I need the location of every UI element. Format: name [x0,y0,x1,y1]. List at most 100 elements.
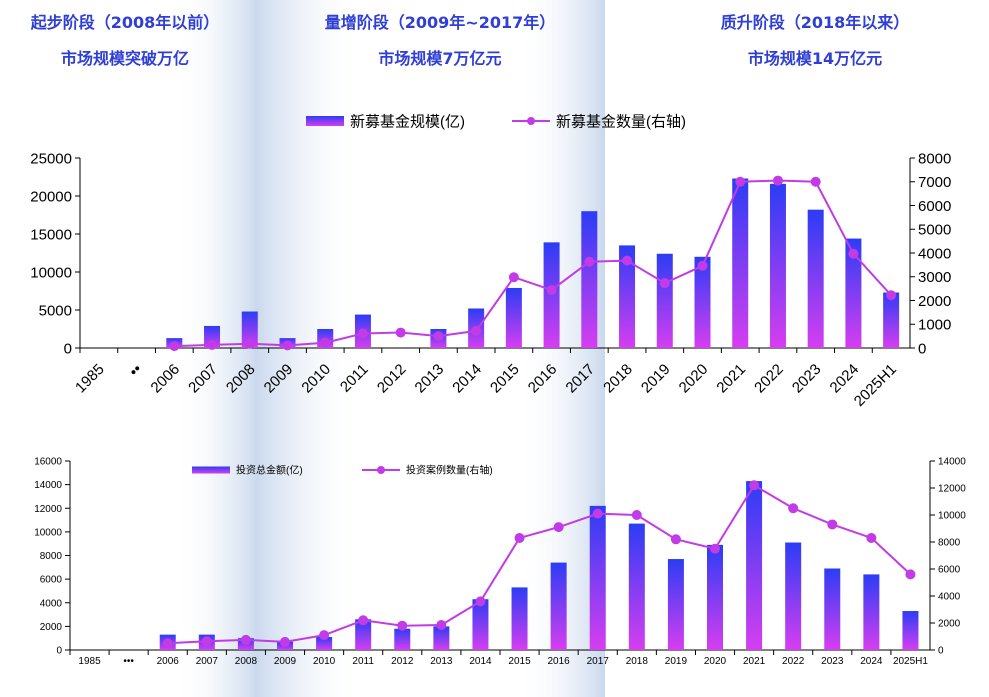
y-tick-label: 15000 [30,226,72,243]
line-point [905,569,916,580]
y2-tick-label: 8000 [938,538,961,549]
x-tick-label: 2020 [676,361,712,397]
bar [902,611,919,650]
y2-tick-label: 0 [938,646,944,657]
bar [824,568,841,650]
bar [707,544,723,650]
line-point [592,508,603,519]
line-point [244,338,255,349]
y-tick-label: 0 [64,340,72,357]
phase-1-title: 起步阶段（2008年以前） [30,13,220,32]
line-point [827,519,838,530]
x-tick-label: 2015 [487,361,523,397]
bar [355,619,372,650]
x-tick-label: 2023 [821,656,844,667]
line-point [788,503,799,514]
y-tick-label: 8000 [40,551,63,562]
line-point [866,532,877,543]
x-tick-label: 2013 [430,656,453,667]
bar [628,523,645,650]
x-tick-label: 2025H1 [893,656,928,667]
line-point [749,480,760,491]
y-tick-label: 20000 [30,188,72,205]
line-point [553,522,564,533]
bar [581,211,598,348]
y-tick-label: 25000 [30,150,72,167]
y-tick-label: 2000 [40,622,63,633]
x-tick-label: 2011 [352,656,374,667]
x-tick-label: 2016 [525,361,561,397]
bar [746,481,763,650]
x-tick-label: 2012 [374,361,410,397]
bar [472,599,489,650]
line-point [810,176,821,187]
x-tick-label: 2013 [412,361,448,397]
line-point [162,638,173,649]
x-tick-label: 2025H1 [851,361,900,410]
y2-tick-label: 2000 [938,619,961,630]
x-tick-label: 2017 [587,656,610,667]
line-point [201,636,212,647]
x-tick-label: 2019 [665,656,688,667]
x-tick-label: 2023 [789,361,825,397]
line-point [320,337,331,348]
legend-line-marker [527,117,535,125]
x-tick-label: ••• [123,656,134,667]
bar [550,562,567,650]
line-point [514,532,525,543]
y2-tick-label: 6000 [918,198,951,215]
y2-tick-label: 6000 [938,565,961,576]
y2-tick-label: 0 [918,340,926,357]
line-point [670,534,681,545]
line-point [546,285,557,296]
x-tick-label: 2018 [626,656,649,667]
x-tick-label: 2006 [157,656,180,667]
y2-tick-label: 4000 [938,592,961,603]
y2-tick-label: 10000 [938,511,966,522]
x-tick-label: 2016 [548,656,571,667]
phase-2: 量增阶段（2009年~2017年） 市场规模7万亿元 [300,12,580,70]
line-point [886,290,897,301]
line-point [772,175,783,186]
x-tick-label: 2014 [449,361,485,397]
x-tick-label: 2010 [298,361,334,397]
bar [694,256,711,348]
x-tick-label: 2007 [196,656,219,667]
line-point [282,340,293,351]
y2-tick-label: 5000 [918,222,951,239]
y-tick-label: 14000 [34,480,62,491]
line-point [280,636,290,647]
x-tick-label: 2024 [860,656,883,667]
x-tick-label: 2007 [185,361,221,397]
x-tick-label: 2019 [638,361,674,397]
bar [241,311,258,348]
line-point [631,510,642,520]
y-tick-label: 16000 [34,457,62,468]
fundraising-chart: 0 5000 10000 15000 20000 25000 0 1000 2000 3000 40… [30,113,951,410]
line-point [475,596,486,607]
x-tick-label: 2017 [563,361,599,397]
line-point [710,543,720,554]
y2-tick-label: 3000 [918,269,951,286]
y-tick-label: 4000 [40,598,63,609]
legend-bar-swatch [306,116,344,126]
line-point [508,272,519,283]
phase-1-subtitle: 市场规模突破万亿 [60,49,189,68]
line-point [622,255,633,266]
x-tick-label: 2014 [469,656,492,667]
line-point [584,256,595,267]
line-point [240,634,251,645]
bar [619,245,636,348]
bar [807,209,824,348]
bar [769,183,786,348]
bar [883,292,900,348]
line-point [397,620,408,631]
bar [863,574,880,650]
bar [589,505,606,650]
x-tick-label: 2022 [782,656,805,667]
line-point [207,339,218,350]
x-tick-label: 2012 [391,656,414,667]
x-tick-label: 1985 [72,361,108,397]
line-point [319,630,330,641]
phase-2-subtitle: 市场规模7万亿元 [378,49,502,68]
